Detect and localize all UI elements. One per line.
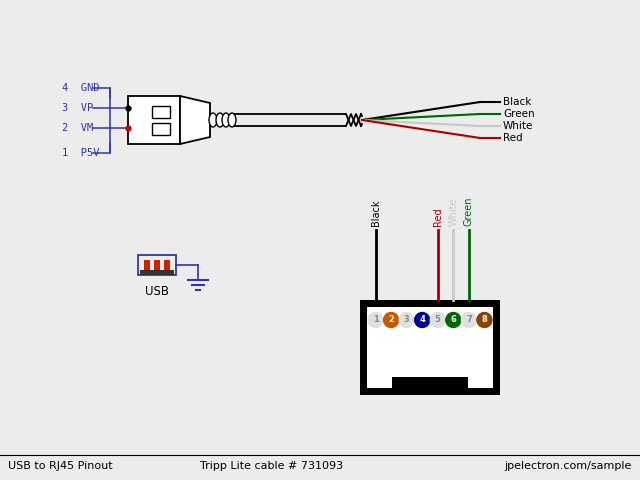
Bar bbox=[144, 260, 150, 270]
Bar bbox=[152, 106, 170, 118]
Circle shape bbox=[415, 312, 429, 327]
Ellipse shape bbox=[209, 113, 217, 127]
Bar bbox=[392, 367, 468, 377]
Ellipse shape bbox=[216, 113, 224, 127]
Text: USB: USB bbox=[145, 285, 169, 298]
Text: 1  P5V: 1 P5V bbox=[62, 148, 99, 158]
Circle shape bbox=[383, 312, 399, 327]
Text: White: White bbox=[503, 121, 533, 131]
Circle shape bbox=[477, 312, 492, 327]
Text: 5: 5 bbox=[435, 315, 441, 324]
Text: Black: Black bbox=[503, 97, 531, 107]
Circle shape bbox=[399, 312, 414, 327]
Polygon shape bbox=[180, 96, 210, 144]
Text: 6: 6 bbox=[451, 315, 456, 324]
Text: USB to RJ45 Pinout: USB to RJ45 Pinout bbox=[8, 461, 113, 471]
Text: 2: 2 bbox=[388, 315, 394, 324]
Bar bbox=[128, 96, 180, 144]
Text: Green: Green bbox=[503, 109, 534, 119]
Text: Black: Black bbox=[371, 200, 381, 226]
Bar bbox=[154, 260, 160, 270]
Circle shape bbox=[368, 312, 383, 327]
Text: 4: 4 bbox=[419, 315, 425, 324]
Bar bbox=[152, 123, 170, 135]
Text: White: White bbox=[449, 197, 458, 226]
Text: 8: 8 bbox=[481, 315, 487, 324]
Text: 2  VM: 2 VM bbox=[62, 123, 93, 133]
Text: 3: 3 bbox=[404, 315, 410, 324]
Bar bbox=[367, 307, 493, 367]
Text: 1: 1 bbox=[372, 315, 378, 324]
Bar bbox=[367, 367, 392, 388]
Circle shape bbox=[430, 312, 445, 327]
Circle shape bbox=[446, 312, 461, 327]
Text: jpelectron.com/sample: jpelectron.com/sample bbox=[504, 461, 632, 471]
Text: Red: Red bbox=[503, 133, 523, 143]
Bar bbox=[140, 270, 174, 275]
Bar bbox=[360, 300, 500, 395]
Text: 3  VP: 3 VP bbox=[62, 103, 93, 113]
Bar bbox=[138, 255, 176, 275]
Bar bbox=[468, 367, 493, 388]
Text: 7: 7 bbox=[466, 315, 472, 324]
Circle shape bbox=[461, 312, 476, 327]
Ellipse shape bbox=[228, 113, 236, 127]
Text: Tripp Lite cable # 731093: Tripp Lite cable # 731093 bbox=[200, 461, 343, 471]
Text: 4  GND: 4 GND bbox=[62, 83, 99, 93]
Text: Green: Green bbox=[464, 196, 474, 226]
Bar bbox=[164, 260, 170, 270]
Ellipse shape bbox=[222, 113, 230, 127]
Text: Red: Red bbox=[433, 207, 443, 226]
